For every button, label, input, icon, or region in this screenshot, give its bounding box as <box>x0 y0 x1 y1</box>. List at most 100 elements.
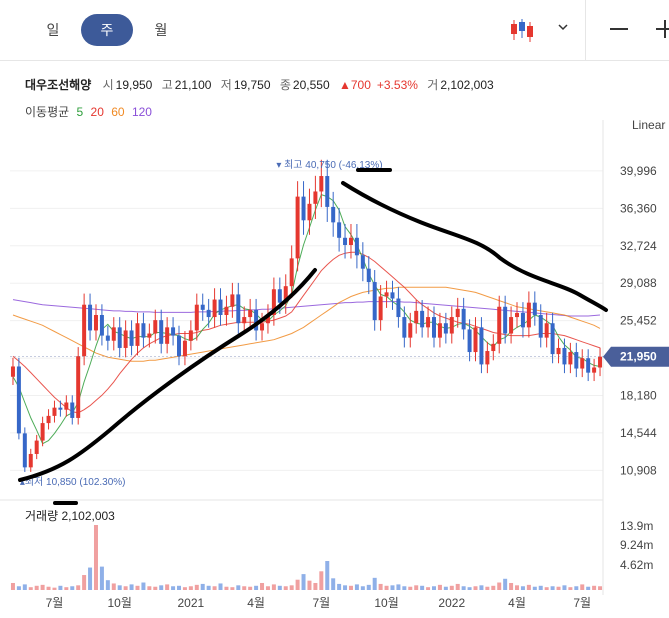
volume-bar <box>544 587 549 590</box>
volume-bar <box>526 584 531 590</box>
volume-bar <box>295 579 300 590</box>
volume-bar <box>271 584 276 590</box>
volume-bar <box>366 584 371 590</box>
candle-body <box>52 407 57 416</box>
volume-bar <box>16 586 21 590</box>
volume-bar <box>562 585 567 590</box>
volume-bar <box>260 582 265 590</box>
candle-body <box>70 402 75 418</box>
volume-bar <box>343 585 348 590</box>
candle-body <box>331 206 336 223</box>
candle-body <box>254 309 259 331</box>
tab-week[interactable]: 주 <box>81 14 133 46</box>
ma20-line <box>12 251 601 414</box>
candle-body <box>153 320 158 334</box>
volume-bar <box>117 585 122 590</box>
volume-bar <box>426 587 431 590</box>
candle-body <box>538 315 543 338</box>
volume-bar <box>52 587 57 590</box>
candle-body <box>467 329 472 353</box>
chevron-down-icon[interactable] <box>556 20 570 34</box>
scale-type-label[interactable]: Linear <box>632 118 666 132</box>
candle-body <box>491 343 496 352</box>
volume-bar <box>390 585 395 590</box>
candle-body <box>88 304 93 331</box>
volume-bar <box>40 584 45 590</box>
volume-bar <box>188 586 193 590</box>
candle-body <box>141 323 146 338</box>
volume-bar <box>10 582 15 590</box>
y-tick-label: 39,996 <box>620 164 657 178</box>
open-label: 시 <box>102 78 114 92</box>
volume-bar <box>402 586 407 590</box>
volume-latest: 2,102,003 <box>61 509 115 523</box>
volume-bar <box>200 583 205 590</box>
volume-bar <box>408 586 413 590</box>
volume-bar <box>538 585 543 590</box>
candle-body <box>16 366 21 434</box>
volume-bar <box>111 583 116 590</box>
volume-bar <box>568 587 573 590</box>
tab-month[interactable]: 월 <box>154 22 168 38</box>
candle-body <box>182 340 187 357</box>
plus-icon[interactable] <box>656 20 669 38</box>
candle-body <box>390 292 395 299</box>
open-value: 19,950 <box>115 78 153 92</box>
volume-bar <box>177 585 182 590</box>
volume-bar <box>497 582 502 590</box>
candle-body <box>99 315 104 336</box>
candle-body <box>212 299 217 318</box>
candle-body <box>271 289 276 315</box>
volume-bar <box>159 585 164 590</box>
volume-bar <box>165 584 170 590</box>
candle-body <box>348 237 353 245</box>
candle-body <box>93 315 98 331</box>
volume-bar <box>348 585 353 590</box>
candle-body <box>159 320 164 344</box>
volume-bar <box>141 582 146 590</box>
tab-day[interactable]: 일 <box>46 22 60 38</box>
volume-bar <box>194 584 199 590</box>
x-tick-label: 2022 <box>438 596 465 610</box>
volume-bar <box>449 585 454 590</box>
candle-body <box>105 335 110 341</box>
change-pct: +3.53% <box>376 78 418 92</box>
volume-bar <box>277 585 282 590</box>
volume-bar <box>455 583 460 590</box>
y-tick-label: 36,360 <box>620 201 657 215</box>
volume-bar <box>384 585 389 590</box>
volume-bar <box>313 582 318 590</box>
candle-body <box>414 310 419 324</box>
candle-body <box>598 356 603 368</box>
candle-body <box>147 333 152 338</box>
candlestick-icon[interactable] <box>508 16 538 44</box>
candle-body <box>277 289 282 303</box>
ma-60: 60 <box>111 105 125 119</box>
volume-bar <box>431 586 436 590</box>
minus-icon[interactable] <box>610 28 628 30</box>
candle-body <box>431 317 436 338</box>
low-annotation: ▴최저 10,850 (102.30%) <box>20 476 126 488</box>
volume-bar <box>467 587 472 590</box>
volume-bar <box>372 577 377 590</box>
candle-body <box>515 312 520 318</box>
x-tick-label: 2021 <box>178 596 205 610</box>
candle-body <box>354 237 359 256</box>
candle-body <box>592 367 597 373</box>
candle-body <box>443 323 448 334</box>
candle-body <box>117 327 122 348</box>
moving-average-legend: 이동평균 5 20 60 120 <box>25 103 156 120</box>
candle-body <box>396 298 401 318</box>
high-annotation: ▾ 최고 40,750 (-46.13%) <box>276 159 382 171</box>
volume-bar <box>331 578 336 590</box>
volume-bar <box>414 585 419 590</box>
candle-body <box>295 196 300 259</box>
volume-bar <box>491 585 496 590</box>
candle-body <box>40 423 45 441</box>
candle-body <box>461 308 466 330</box>
candle-body <box>408 323 413 338</box>
stock-name: 대우조선해양 <box>25 78 92 92</box>
volume-bar <box>64 587 69 590</box>
candle-body <box>325 176 330 207</box>
